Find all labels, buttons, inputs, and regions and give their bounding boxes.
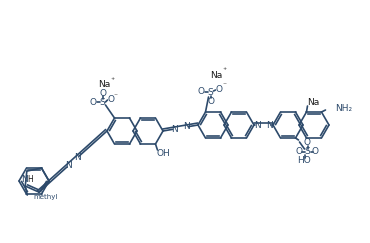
Text: Na: Na	[98, 79, 111, 88]
Text: S: S	[208, 87, 213, 96]
Text: H: H	[27, 175, 33, 184]
Text: O: O	[304, 139, 311, 148]
Text: ⁻: ⁻	[222, 80, 226, 89]
Text: methyl: methyl	[33, 194, 58, 200]
Text: O: O	[215, 85, 222, 94]
Text: O: O	[312, 148, 319, 156]
Text: OH: OH	[157, 149, 170, 158]
Text: S: S	[305, 148, 310, 156]
Text: HO: HO	[297, 156, 312, 165]
Text: Na: Na	[307, 97, 320, 106]
Text: O: O	[295, 148, 302, 156]
Text: NH₂: NH₂	[336, 104, 353, 113]
Text: N: N	[21, 175, 28, 184]
Text: O: O	[207, 96, 214, 105]
Text: N: N	[183, 122, 190, 131]
Text: N: N	[74, 153, 81, 162]
Text: ⁻: ⁻	[114, 92, 118, 101]
Text: N: N	[254, 121, 261, 130]
Text: ⁺: ⁺	[110, 76, 115, 85]
Text: O: O	[198, 87, 205, 95]
Text: O: O	[107, 95, 114, 104]
Text: Na: Na	[211, 70, 223, 79]
Text: O: O	[99, 88, 106, 97]
Text: N: N	[171, 124, 178, 133]
Text: N: N	[65, 161, 72, 170]
Text: N: N	[266, 121, 273, 130]
Text: ⁺: ⁺	[222, 66, 226, 75]
Text: O: O	[90, 97, 97, 106]
Text: S: S	[100, 97, 105, 106]
